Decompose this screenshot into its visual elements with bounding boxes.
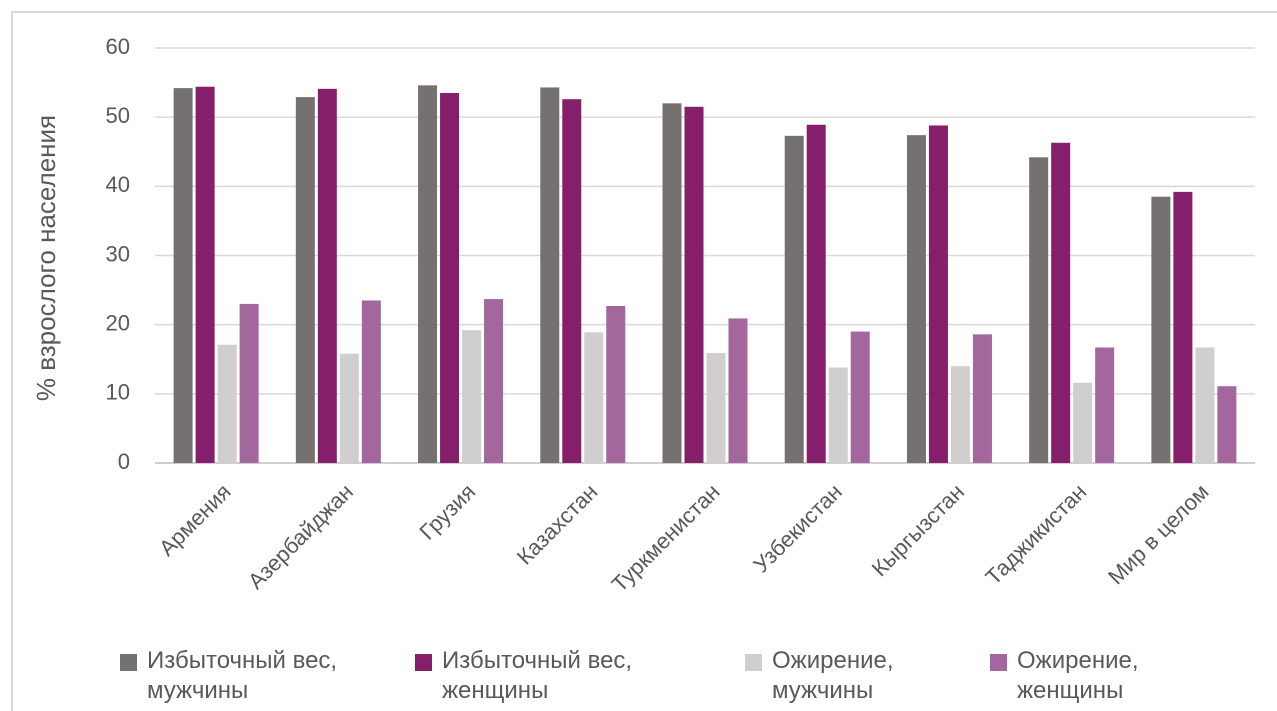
bar [317,88,337,463]
x-tick-label: Таджикистан [981,479,1092,590]
bar [606,305,626,463]
legend-swatch [120,654,137,671]
y-tick-label: 40 [106,172,130,197]
y-tick-label: 50 [106,103,130,128]
bar [239,303,259,463]
bar [662,103,682,463]
y-axis-label: % взрослого населения [31,115,61,401]
legend-label: Ожирение, мужчины [772,647,894,704]
x-tick-label: Туркменистан [607,479,725,597]
x-tick-label: Армения [154,479,236,561]
bar [706,353,726,463]
bar [462,330,482,463]
x-tick-label: Азербайджан [243,479,358,594]
y-tick-label: 0 [118,449,130,474]
bar [295,97,315,463]
legend-swatch [990,654,1007,671]
bar [1029,157,1049,464]
legend-label: Ожирение, женщины [1017,647,1139,704]
bar [418,85,438,463]
bar [1217,386,1237,463]
bar [1151,196,1171,464]
bar [906,135,926,463]
legend-label: Избыточный вес, мужчины [147,647,338,704]
y-tick-label: 60 [106,34,130,59]
legend-swatch [415,654,432,671]
bar [828,367,848,463]
bar [972,334,992,463]
bar [440,92,460,463]
y-tick-label: 30 [106,241,130,266]
bar [484,299,504,463]
legend-swatch [745,654,762,671]
bar [850,331,870,463]
legend-item: Избыточный вес, мужчины [120,646,367,706]
legend-item: Ожирение, женщины [990,646,1167,706]
legend-item: Избыточный вес, женщины [415,646,662,706]
bar [562,99,582,463]
bar [684,106,704,464]
bar [1195,347,1215,463]
bar [195,86,215,463]
y-tick-label: 10 [106,380,130,405]
x-tick-label: Казахстан [512,479,603,570]
bar [1095,347,1115,463]
chart-frame [11,11,1277,711]
bar [728,318,748,463]
bar [950,366,970,463]
bar [806,124,826,464]
x-tick-label: Мир в целом [1103,479,1213,589]
x-tick-label: Грузия [414,479,480,545]
bar [540,87,560,464]
bar [584,332,604,463]
bar [1073,382,1093,463]
x-tick-label: Узбекистан [748,479,846,577]
bar [1051,142,1071,463]
bar [784,135,804,463]
bar [339,353,359,463]
x-tick-label: Кыргызстан [867,479,969,581]
legend-item: Ожирение, мужчины [745,646,922,706]
y-tick-label: 20 [106,310,130,335]
bar [217,344,237,463]
bar [1173,191,1193,463]
bar [173,88,193,463]
bar [361,300,381,463]
legend-label: Избыточный вес, женщины [442,647,633,704]
legend: Избыточный вес, мужчины Избыточный вес, ж… [0,640,1277,710]
bar [928,125,948,463]
